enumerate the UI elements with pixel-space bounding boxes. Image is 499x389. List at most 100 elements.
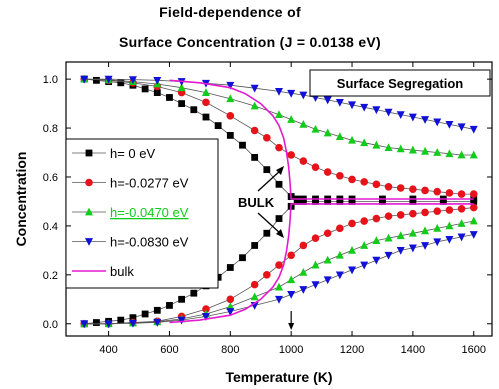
series-0-point — [202, 113, 210, 121]
series-4-line-1 — [169, 203, 474, 324]
series-3-point — [457, 123, 466, 132]
series-0-point — [190, 289, 198, 297]
series-0-point — [190, 106, 198, 114]
series-2-point — [275, 282, 283, 291]
series-3-point — [80, 75, 89, 84]
series-1-point — [226, 112, 235, 120]
series-3-point — [250, 84, 259, 93]
series-2-point — [299, 267, 308, 276]
series-1-point — [299, 241, 308, 250]
series-1-point — [323, 229, 332, 238]
legend-marker — [85, 238, 93, 246]
series-0-point — [348, 198, 356, 205]
series-2-point — [226, 302, 235, 311]
series-2-point — [408, 145, 417, 154]
series-0-point — [93, 76, 100, 84]
series-3-point — [408, 244, 417, 253]
legend-label: h= 0 eV — [110, 146, 156, 161]
series-2-point — [408, 228, 417, 237]
series-3-point — [323, 96, 332, 105]
series-0-point — [153, 89, 161, 96]
series-1-point — [384, 182, 393, 191]
x-tick-label: 1600 — [462, 344, 486, 356]
series-3-point — [275, 87, 283, 96]
series-1-point — [396, 184, 405, 192]
series-3-point — [372, 256, 381, 265]
series-2-point — [348, 135, 357, 144]
series-2-point — [311, 124, 320, 133]
legend-entry-3: h=-0.0830 eV — [72, 235, 189, 250]
series-3-point — [104, 75, 113, 84]
series-0-point — [336, 198, 344, 205]
series-1-point — [202, 305, 210, 313]
series-0-point — [251, 154, 259, 161]
series-3-point — [360, 103, 369, 112]
series-2-point — [250, 101, 259, 110]
series-2-point — [421, 146, 430, 155]
series-3-point — [469, 125, 478, 134]
series-3-point — [421, 116, 430, 124]
series-0-point — [117, 79, 125, 87]
series-0-point — [299, 198, 307, 205]
legend-entry-0: h= 0 eV — [72, 146, 156, 161]
x-axis-label: Temperature (K) — [225, 369, 332, 385]
series-2-point — [335, 250, 344, 259]
series-1-point — [348, 219, 356, 228]
series-2-point — [433, 148, 442, 156]
series-1-point — [457, 204, 466, 213]
panel-label: Surface Segregation — [337, 76, 463, 91]
series-0-point — [293, 198, 301, 205]
series-1-point — [421, 208, 429, 217]
x-tick-label: 1200 — [340, 344, 364, 356]
series-3-point — [408, 113, 417, 122]
series-1-point — [263, 271, 271, 279]
series-2-point — [445, 149, 454, 158]
series-3-point — [335, 98, 344, 107]
series-1-point — [469, 203, 478, 212]
y-tick-label: 0.2 — [43, 270, 58, 282]
series-3-point — [433, 238, 442, 247]
series-0-point — [166, 302, 173, 309]
series-1-point — [287, 251, 295, 260]
series-3-point — [128, 76, 137, 85]
series-3-point — [287, 89, 296, 98]
series-3-point — [226, 81, 235, 90]
legend-label: h=-0.0830 eV — [110, 235, 189, 250]
series-1-point — [372, 214, 381, 223]
series-0-point — [93, 319, 100, 326]
legend-entry-2: h=-0.0470 eV — [72, 205, 189, 220]
series-0-point — [141, 310, 149, 318]
bulk-arrowhead-up — [276, 166, 284, 175]
series-3-point — [299, 286, 308, 294]
series-3-point — [445, 120, 454, 129]
x-tick-label: 800 — [221, 344, 239, 356]
y-tick-label: 0.8 — [43, 123, 58, 135]
series-3-point — [360, 261, 369, 270]
series-1-point — [287, 151, 295, 159]
y-tick-label: 1.0 — [43, 74, 58, 86]
series-2-point — [226, 94, 235, 103]
series-0-point — [239, 141, 246, 149]
series-3-point — [335, 271, 344, 280]
series-0-point — [312, 198, 319, 205]
legend-marker — [85, 178, 93, 187]
series-1-point — [360, 217, 369, 225]
series-1-point — [263, 134, 271, 142]
series-0-point — [251, 242, 259, 249]
chart-title-line-1: Field-dependence of — [159, 4, 301, 20]
series-2-point — [372, 236, 381, 244]
series-1-point — [469, 190, 478, 198]
series-0-line-1 — [84, 200, 474, 325]
series-3-point — [226, 308, 235, 316]
series-1-point — [433, 207, 442, 216]
series-1-point — [336, 224, 344, 233]
series-3-point — [469, 231, 478, 239]
series-3-point — [384, 251, 393, 260]
series-1-point — [360, 178, 369, 186]
legend-label: h=-0.0277 eV — [110, 176, 189, 191]
series-3-point — [275, 295, 283, 304]
series-0-point — [275, 215, 283, 222]
bulk-arrow-up — [257, 169, 282, 192]
series-1-point — [299, 157, 308, 165]
